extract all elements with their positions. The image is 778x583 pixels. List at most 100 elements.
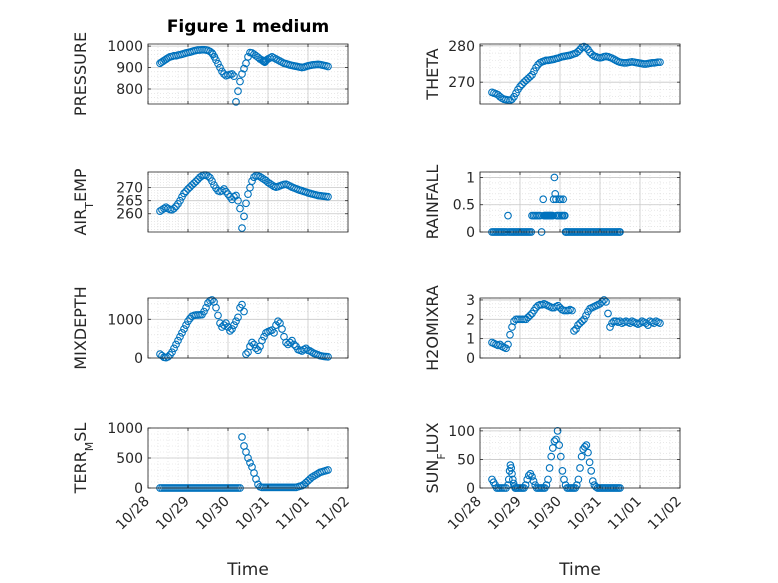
data-point: [512, 315, 520, 324]
data-point: [178, 328, 186, 337]
data-point: [290, 340, 298, 349]
data-point: [496, 92, 504, 101]
data-point: [324, 466, 332, 474]
data-point: [520, 315, 528, 324]
data-point: [560, 211, 569, 220]
data-point: [286, 483, 294, 492]
data-point: [248, 177, 256, 185]
data-point: [654, 58, 662, 67]
data-point: [288, 483, 296, 492]
data-point: [258, 483, 266, 492]
axes-box: [147, 171, 349, 233]
y-axis-label: AIRTEMP: [71, 168, 96, 235]
x-tick-label: 10/31: [565, 494, 605, 534]
data-point: [574, 47, 582, 56]
data-point: [616, 317, 624, 326]
data-point: [650, 319, 658, 328]
axes-box: [479, 427, 681, 489]
data-point: [570, 327, 578, 335]
data-point: [506, 330, 514, 339]
data-point: [168, 348, 176, 357]
data-series: [488, 42, 664, 105]
data-point: [164, 352, 172, 361]
data-point: [504, 340, 512, 349]
data-point: [508, 475, 517, 484]
data-point: [310, 472, 318, 480]
data-point: [202, 303, 210, 312]
data-point: [610, 317, 618, 326]
data-point: [242, 199, 250, 208]
data-point: [260, 483, 268, 492]
data-point: [238, 70, 246, 78]
data-point: [220, 70, 228, 78]
data-point: [280, 483, 288, 492]
y-tick-label: 1000: [107, 39, 143, 55]
data-series: [156, 296, 332, 362]
data-point: [572, 325, 580, 333]
data-point: [585, 458, 594, 467]
data-point: [240, 64, 248, 73]
data-point: [278, 483, 286, 492]
y-tick-label: 0: [466, 351, 475, 367]
data-point: [507, 464, 516, 472]
data-point: [555, 441, 564, 449]
data-point: [198, 45, 206, 54]
data-point: [324, 192, 332, 201]
data-point: [250, 173, 258, 182]
data-series: [488, 296, 664, 353]
data-point: [266, 179, 274, 188]
data-point: [284, 340, 292, 349]
axes-box: [147, 43, 349, 105]
data-point: [170, 344, 178, 353]
data-point: [182, 321, 190, 329]
data-point: [556, 195, 565, 204]
data-point: [192, 177, 200, 186]
data-point: [176, 196, 184, 205]
data-point: [260, 332, 268, 341]
data-point: [308, 473, 316, 482]
data-point: [234, 87, 242, 95]
data-point: [176, 332, 184, 341]
data-point: [212, 303, 220, 312]
data-point: [204, 172, 212, 181]
data-point: [324, 352, 332, 361]
data-point: [529, 477, 538, 485]
x-tick-label: 10/30: [525, 494, 565, 534]
data-point: [510, 92, 518, 101]
y-tick-label: 100: [448, 424, 475, 440]
data-point: [530, 67, 538, 76]
data-point: [270, 483, 278, 492]
data-point: [602, 298, 610, 306]
data-point: [274, 317, 282, 326]
data-point: [216, 63, 224, 72]
data-point: [656, 58, 664, 67]
data-point: [582, 441, 591, 449]
data-point: [554, 301, 562, 310]
data-point: [544, 475, 552, 484]
y-axis-label: RAINFALL: [423, 165, 442, 240]
data-point: [214, 59, 222, 68]
data-point: [580, 443, 589, 451]
data-point: [238, 224, 246, 232]
data-point: [606, 323, 614, 331]
subplot-8: 0 50 100 10/28 10/29 10/30 10/31 11/01 11/02 SUNF…: [423, 422, 685, 580]
data-point: [192, 311, 200, 319]
data-point: [528, 71, 536, 79]
data-point: [254, 346, 262, 355]
data-point: [598, 298, 606, 306]
data-point: [526, 311, 534, 320]
data-point: [324, 62, 332, 71]
data-point: [272, 321, 280, 329]
x-tick-label: 11/02: [645, 494, 685, 534]
data-point: [556, 452, 565, 461]
data-point: [242, 350, 250, 358]
data-point: [276, 483, 284, 492]
data-point: [512, 89, 520, 97]
y-tick-label: 2: [466, 312, 475, 328]
data-point: [524, 313, 532, 322]
subplot-1: 800 900 1000 PRESSURE Figure 1 medium: [71, 17, 349, 116]
data-point: [208, 49, 216, 57]
data-point: [216, 319, 224, 328]
subplot-4: 0 0.5 1 RAINFALL: [423, 165, 681, 241]
